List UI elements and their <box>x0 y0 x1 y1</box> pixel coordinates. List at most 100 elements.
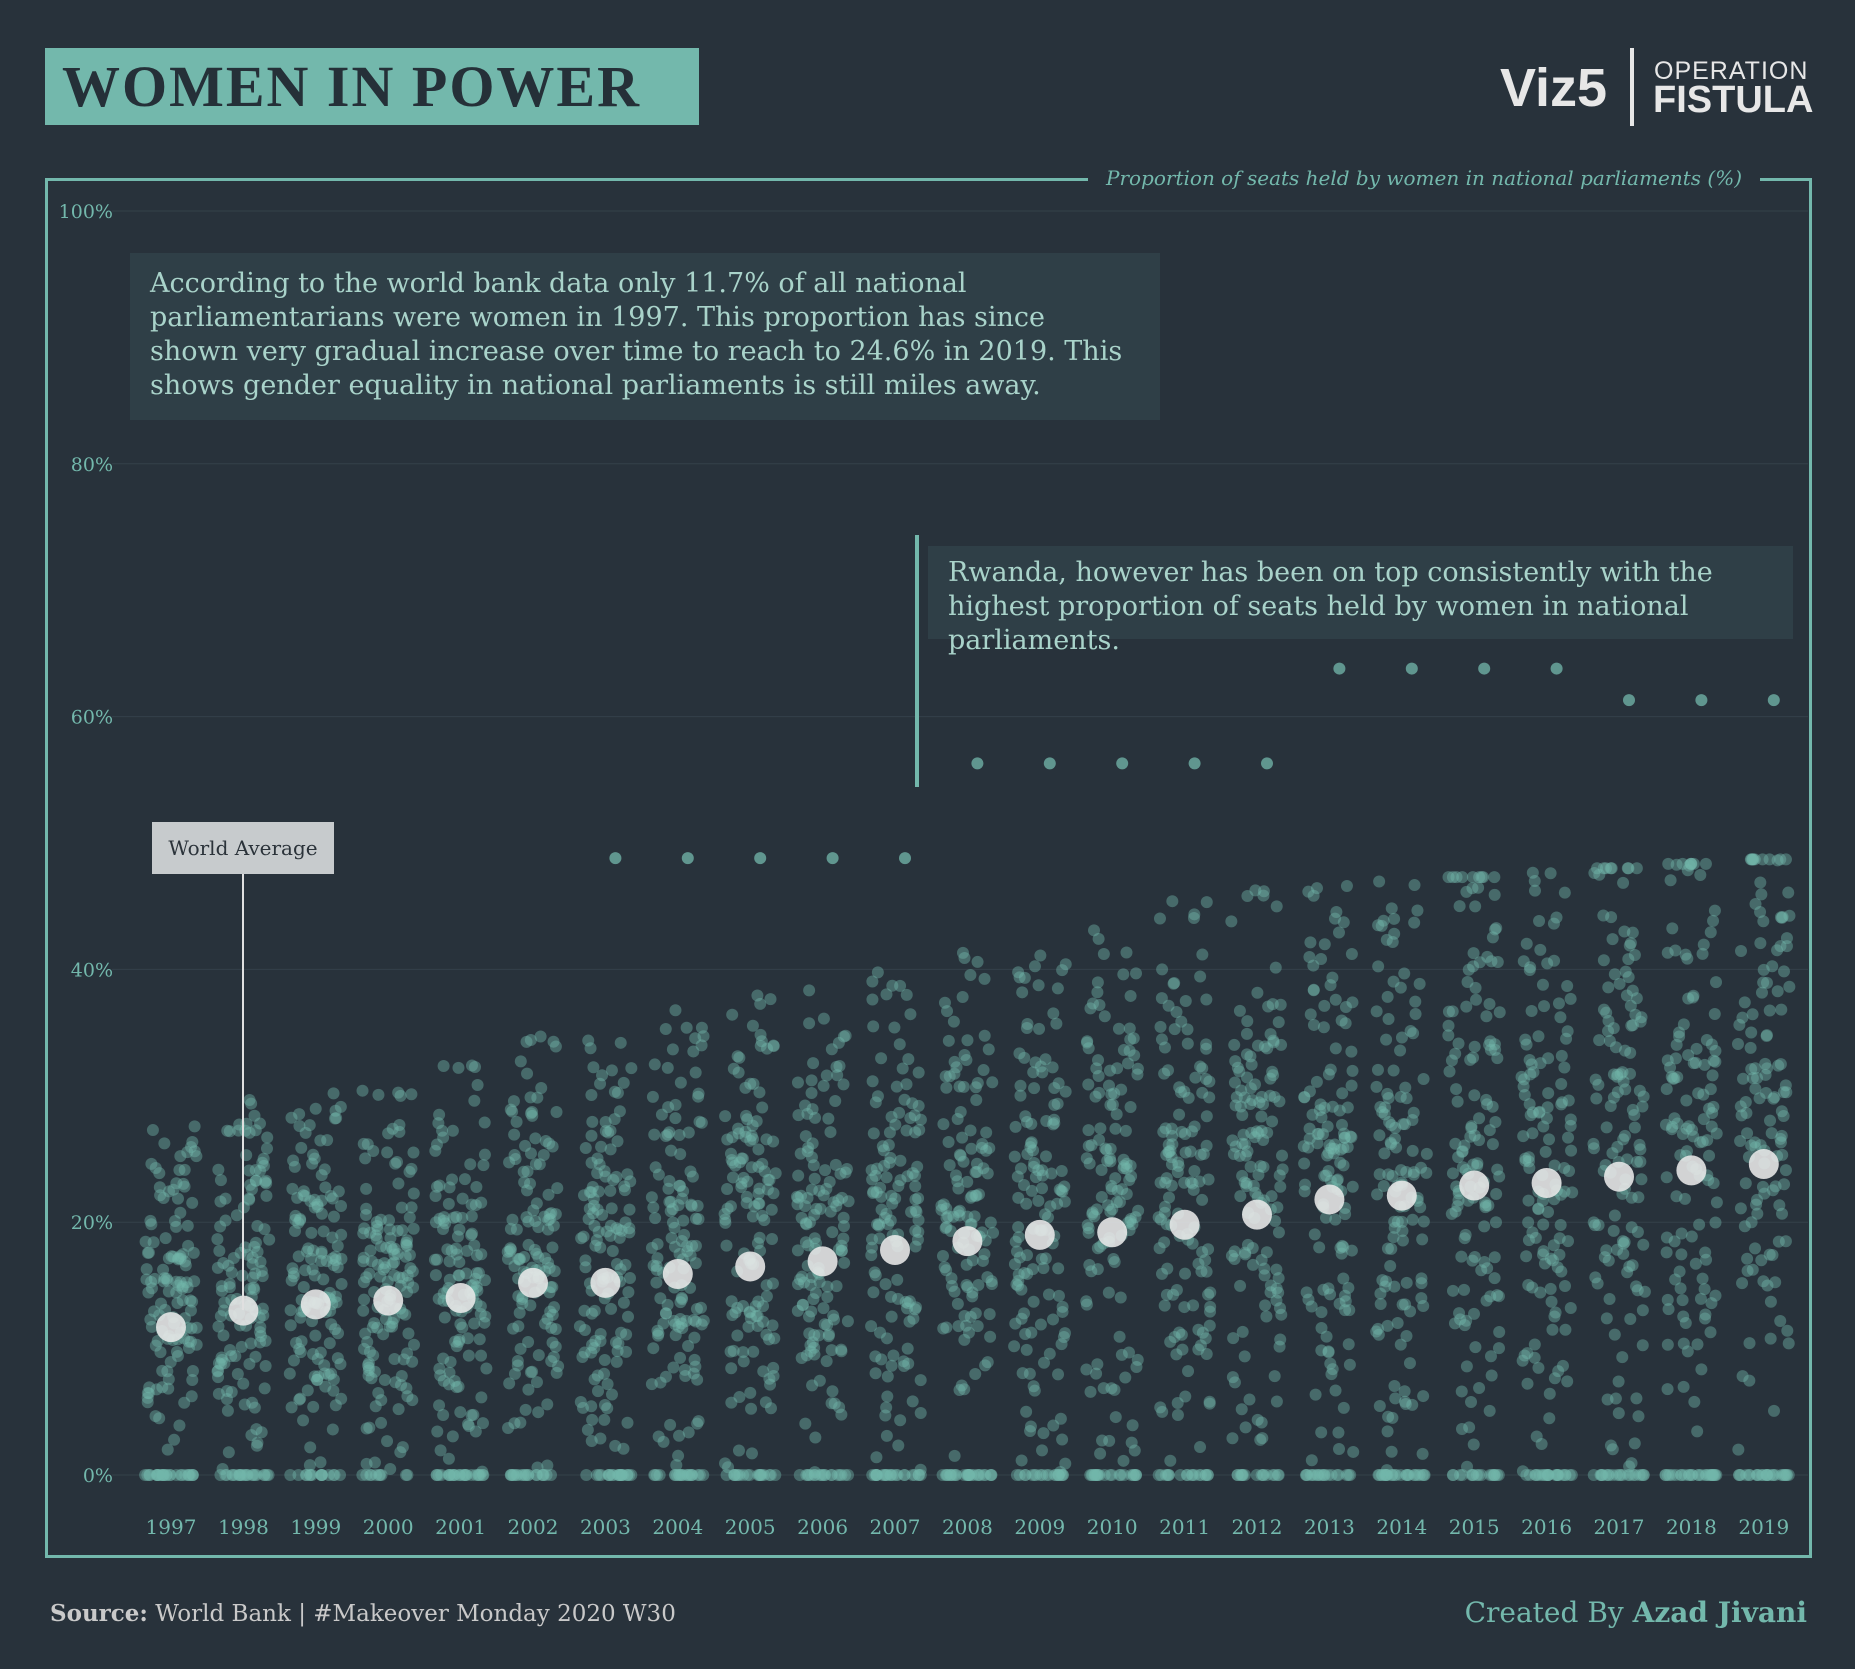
country-dot <box>817 1079 830 1092</box>
country-dot <box>1406 1144 1419 1157</box>
country-dot <box>524 1299 537 1312</box>
country-dot <box>1523 964 1536 977</box>
country-dot <box>1154 1213 1167 1226</box>
country-dot <box>1704 1326 1717 1339</box>
country-dot <box>1454 1313 1467 1326</box>
country-dot <box>1188 1469 1201 1481</box>
country-dot <box>737 1346 750 1359</box>
country-dot <box>446 1430 459 1443</box>
country-dot <box>329 1399 342 1412</box>
country-dot <box>837 1030 850 1043</box>
country-dot <box>1705 1120 1718 1133</box>
country-dot <box>590 1234 603 1247</box>
country-dot <box>1628 1108 1641 1121</box>
country-dot <box>1315 1344 1328 1357</box>
country-dot <box>223 1277 236 1290</box>
country-dot <box>725 1396 738 1409</box>
country-dot <box>327 1373 340 1386</box>
country-dot <box>174 1206 187 1219</box>
country-dot <box>444 1355 457 1368</box>
country-dot <box>648 1469 661 1481</box>
country-dot <box>824 1126 837 1139</box>
country-dot <box>438 1211 451 1224</box>
country-dot <box>545 1321 558 1334</box>
country-dot <box>753 1182 766 1195</box>
country-dot <box>592 1225 605 1238</box>
country-dot <box>806 1103 819 1116</box>
country-dot <box>305 1469 318 1481</box>
country-dot <box>165 1250 178 1263</box>
country-dot <box>979 1359 992 1372</box>
country-dot <box>890 1469 903 1481</box>
country-dot <box>1094 1122 1107 1135</box>
country-dot <box>1632 1410 1645 1423</box>
country-dot <box>389 1376 402 1389</box>
country-dot <box>1630 862 1643 875</box>
country-dot <box>583 1186 596 1199</box>
country-dot <box>552 1360 565 1373</box>
country-dot <box>1199 1469 1212 1481</box>
country-dot <box>743 1305 756 1318</box>
country-dot <box>475 1349 488 1362</box>
country-dot <box>1767 1469 1780 1481</box>
country-dot <box>1175 1328 1188 1341</box>
country-dot <box>948 1067 961 1080</box>
country-dot <box>237 1469 250 1481</box>
country-dot <box>964 1124 977 1137</box>
country-dot <box>300 1469 313 1481</box>
rwanda-point <box>609 852 622 865</box>
country-dot <box>1110 1196 1123 1209</box>
country-dot <box>821 1290 834 1303</box>
country-dot <box>940 1202 953 1215</box>
country-dot <box>1764 1332 1777 1345</box>
country-dot <box>719 1216 732 1229</box>
country-dot <box>1541 1469 1554 1481</box>
country-dot <box>960 1319 973 1332</box>
country-dot <box>285 1401 298 1414</box>
country-dot <box>1416 1233 1429 1246</box>
country-dot <box>530 1247 543 1260</box>
country-dot <box>1273 1095 1286 1108</box>
country-dot <box>1196 1062 1209 1075</box>
country-dot <box>1677 1337 1690 1350</box>
country-dot <box>1130 1469 1143 1481</box>
country-dot <box>746 1133 759 1146</box>
country-dot <box>1638 1285 1651 1298</box>
country-dot <box>743 1306 756 1319</box>
country-dot <box>650 1263 663 1276</box>
country-dot <box>1379 1280 1392 1293</box>
country-dot <box>1740 1106 1753 1119</box>
x-tick-label: 2012 <box>1232 1515 1283 1539</box>
country-dot <box>737 1300 750 1313</box>
country-dot <box>1052 1469 1065 1481</box>
country-dot <box>1313 1104 1326 1117</box>
country-dot <box>867 1187 880 1200</box>
country-dot <box>740 1190 753 1203</box>
country-dot <box>1088 924 1101 937</box>
country-dot <box>1238 1091 1251 1104</box>
country-dot <box>1321 1149 1334 1162</box>
country-dot <box>225 1385 238 1398</box>
country-dot <box>186 1469 199 1481</box>
country-dot <box>799 1417 812 1430</box>
country-dot <box>217 1257 230 1270</box>
country-dot <box>1050 1017 1063 1030</box>
country-dot <box>1449 1137 1462 1150</box>
country-dot <box>1308 1228 1321 1241</box>
country-dot <box>1321 1120 1334 1133</box>
country-dot <box>214 1469 227 1481</box>
country-dot <box>434 1444 447 1457</box>
country-dot <box>867 1185 880 1198</box>
country-dot <box>870 1469 883 1481</box>
country-dot <box>401 1269 414 1282</box>
country-dot <box>733 1469 746 1481</box>
country-dot <box>746 1119 759 1132</box>
country-dot <box>1676 1294 1689 1307</box>
country-dot <box>1739 1177 1752 1190</box>
country-dot <box>885 1310 898 1323</box>
country-dot <box>1622 1469 1635 1481</box>
country-dot <box>757 1315 770 1328</box>
country-dot <box>672 1320 685 1333</box>
country-dot <box>294 1346 307 1359</box>
world-average-point <box>300 1289 331 1320</box>
